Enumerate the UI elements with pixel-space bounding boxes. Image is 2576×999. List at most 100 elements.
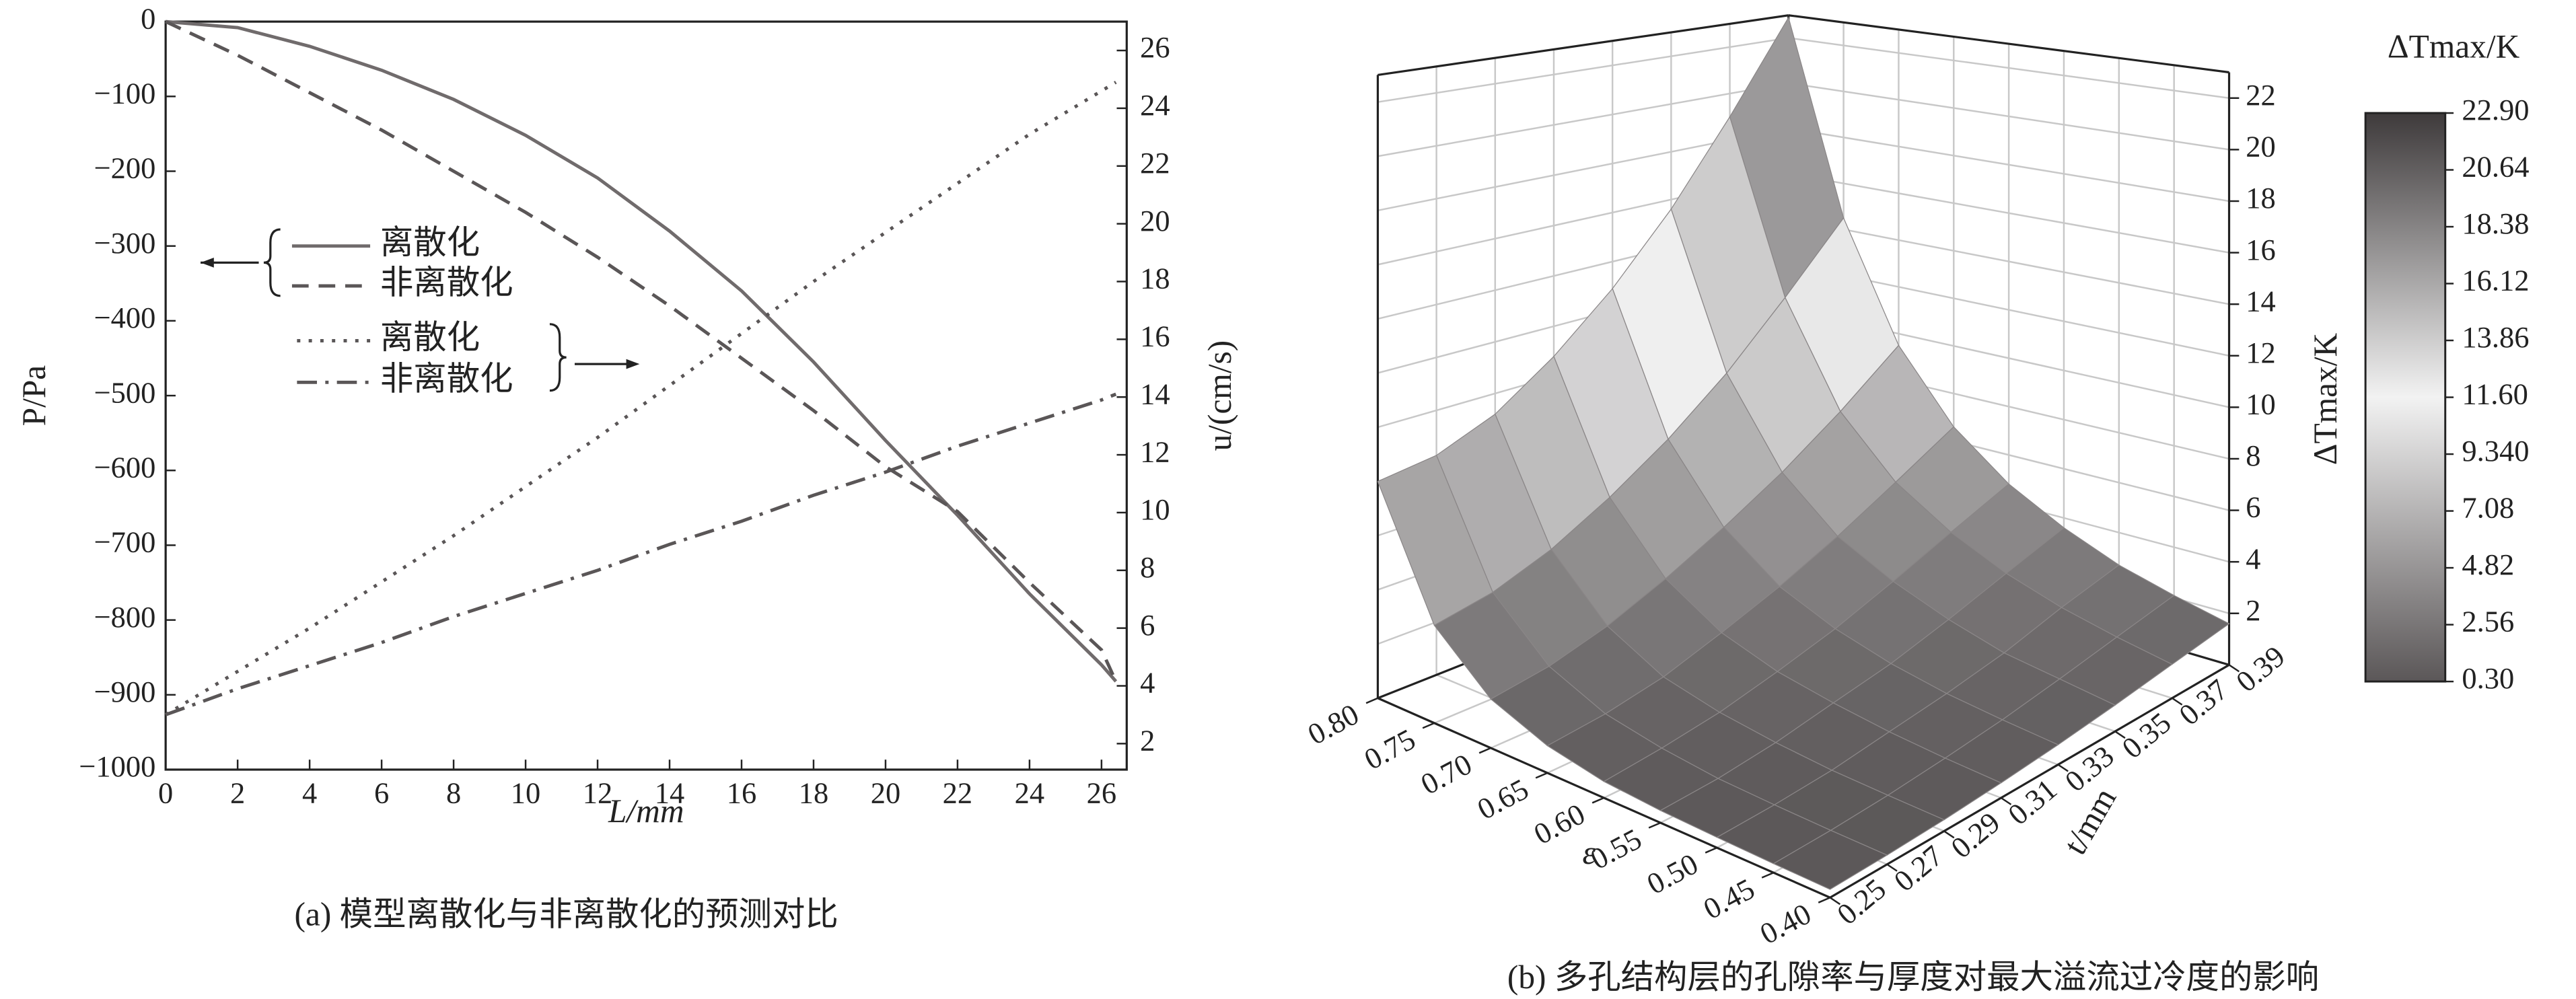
x-tick-label: 0: [158, 776, 173, 810]
y-tick-label: −500: [94, 375, 156, 409]
x-tick: [1478, 747, 1491, 754]
surface-patch: [1773, 829, 1888, 890]
x-tick-label: 14: [655, 776, 684, 810]
y-tick: [1829, 897, 1841, 905]
y-axis-label: P/Pa: [15, 365, 52, 427]
x-tick-label: 2: [230, 776, 245, 810]
y-tick-label: 0.35: [2116, 706, 2178, 765]
y2-tick-label: 18: [1140, 262, 1170, 295]
x-axis-label: L/mm: [608, 792, 684, 829]
y2-tick-label: 22: [1140, 146, 1170, 180]
y2-tick-label: 4: [1140, 666, 1155, 700]
legend-label: 非离散化: [380, 361, 513, 398]
z-axis-label: ΔTmax/K: [2307, 332, 2344, 465]
x-tick-label: 22: [943, 776, 972, 810]
y-tick-label: 0.33: [2059, 739, 2120, 798]
x-tick-label: 8: [446, 776, 461, 810]
z-tick-label: 2: [2246, 593, 2260, 627]
x-tick-label: 26: [1087, 776, 1116, 810]
y-tick-label: 0.31: [2001, 772, 2063, 831]
x-tick-label: 6: [374, 776, 389, 810]
z-tick-label: 20: [2246, 130, 2275, 163]
y-tick: [1886, 863, 1898, 872]
colorbar-tick-label: 9.340: [2462, 434, 2529, 468]
x-tick-label: 4: [302, 776, 317, 810]
y-tick: [1943, 830, 1955, 839]
y2-tick-label: 20: [1140, 204, 1170, 237]
y2-tick-label: 12: [1140, 435, 1170, 468]
colorbar-tick-label: 22.90: [2462, 93, 2529, 126]
x-tick-label: 0.40: [1754, 897, 1816, 951]
y2-axis-label: u/(cm/s): [1201, 340, 1238, 451]
box-edge: [1829, 663, 2230, 899]
colorbar-tick-label: 4.82: [2462, 548, 2514, 581]
x-tick: [1365, 697, 1378, 704]
y-tick: [2114, 731, 2126, 739]
x-tick: [1648, 821, 1661, 829]
x-tick-label: 18: [799, 776, 828, 810]
x-tick-label: 12: [583, 776, 612, 810]
z-tick-label: 12: [2246, 336, 2275, 369]
z-tick-label: 8: [2246, 439, 2260, 472]
colorbar: [2364, 112, 2447, 683]
z-tick-label: 10: [2246, 387, 2275, 421]
x-tick-label: 0.60: [1528, 797, 1590, 851]
box-edge: [1788, 14, 2229, 74]
y-axis-label: t/mm: [2056, 782, 2124, 861]
y-tick: [2228, 664, 2240, 673]
caption: (b) 多孔结构层的孔隙率与厚度对最大溢流过冷度的影响: [1507, 959, 2319, 996]
y-tick: [2057, 764, 2069, 772]
z-tick-label: 6: [2246, 490, 2260, 524]
x-tick: [1761, 872, 1774, 879]
y-tick-label: −900: [94, 675, 156, 708]
y2-tick-label: 10: [1140, 492, 1170, 526]
x-tick: [1422, 722, 1435, 729]
x-tick: [1705, 847, 1717, 854]
x-tick: [1591, 797, 1604, 804]
y-tick-label: −700: [94, 525, 156, 559]
x-tick-label: 0.50: [1641, 847, 1703, 901]
y-tick-label: −800: [94, 600, 156, 634]
y-tick-label: 0: [141, 1, 155, 35]
y-tick-label: 0.39: [2229, 639, 2291, 698]
x-tick-label: 0.75: [1359, 722, 1421, 776]
colorbar-tick-label: 20.64: [2462, 150, 2529, 184]
line-series: [164, 81, 1117, 716]
colorbar-tick-label: 11.60: [2462, 377, 2528, 411]
y2-tick-label: 24: [1140, 88, 1170, 122]
colorbar-tick-label: 0.30: [2462, 661, 2514, 695]
x-tick-label: 20: [871, 776, 900, 810]
y2-tick-label: 6: [1140, 608, 1155, 642]
x-tick-label: 0.65: [1472, 772, 1534, 826]
legend-brace: [263, 228, 281, 297]
legend-arrowhead: [201, 257, 214, 268]
grid-line: [1378, 37, 1789, 103]
z-tick-label: 14: [2246, 284, 2275, 318]
x-axis-label: ε: [1582, 834, 1596, 871]
y-tick-label: −400: [94, 301, 156, 334]
plot-frame: [164, 20, 1128, 771]
y-tick-label: −1000: [79, 749, 155, 783]
y-tick: [2000, 797, 2012, 805]
line-series: [165, 20, 1118, 683]
box-edge: [1378, 14, 1789, 77]
colorbar-tick-label: 13.86: [2462, 320, 2529, 354]
legend-arrowhead: [626, 359, 640, 369]
legend-label: 离散化: [380, 224, 480, 261]
y2-tick-label: 14: [1140, 377, 1170, 410]
legend-label: 离散化: [380, 319, 480, 356]
x-tick-label: 0.45: [1698, 872, 1760, 926]
z-tick-label: 22: [2246, 78, 2275, 112]
line-series: [165, 20, 1118, 682]
z-tick-label: 4: [2246, 542, 2260, 575]
legend-label: 非离散化: [380, 264, 513, 301]
y2-tick-label: 26: [1140, 30, 1170, 64]
y-tick-label: 0.37: [2172, 673, 2234, 732]
y-tick-label: −200: [94, 151, 156, 185]
x-tick-label: 24: [1015, 776, 1044, 810]
x-tick-label: 16: [727, 776, 756, 810]
x-tick: [1818, 897, 1830, 903]
y-tick-label: 0.29: [1945, 805, 2007, 864]
